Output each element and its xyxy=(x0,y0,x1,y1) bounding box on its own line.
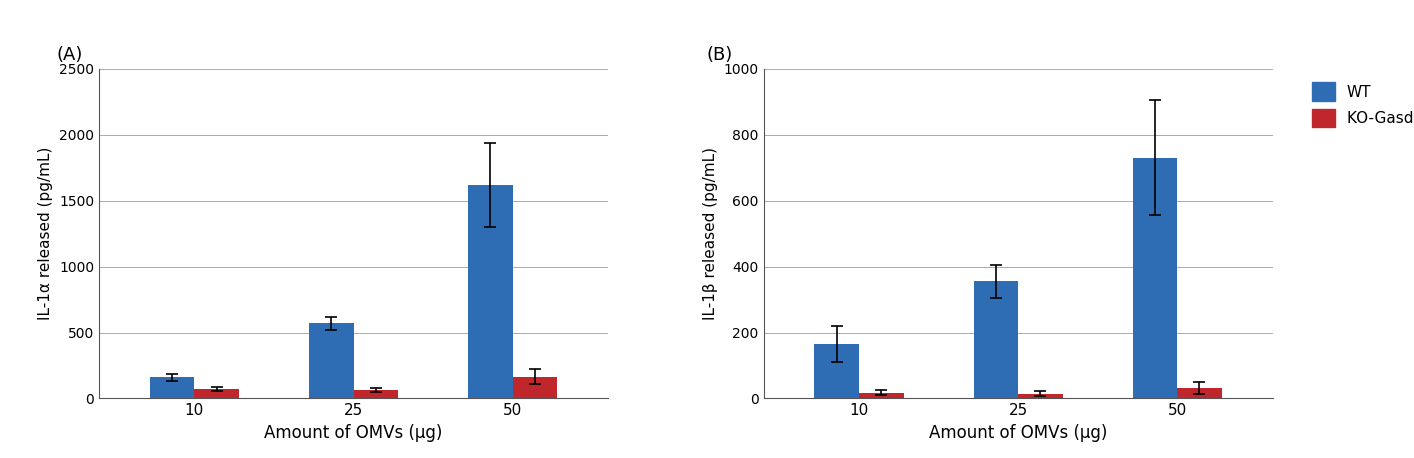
Y-axis label: IL-1α released (pg/mL): IL-1α released (pg/mL) xyxy=(38,147,54,320)
Bar xyxy=(513,376,557,398)
Bar xyxy=(195,388,239,398)
Text: (A): (A) xyxy=(57,46,83,64)
Y-axis label: IL-1β released (pg/mL): IL-1β released (pg/mL) xyxy=(703,147,718,320)
Bar xyxy=(1133,158,1176,398)
Bar xyxy=(1178,388,1222,398)
Bar xyxy=(354,390,399,398)
Bar xyxy=(814,344,860,398)
X-axis label: Amount of OMVs (μg): Amount of OMVs (μg) xyxy=(929,424,1107,442)
Text: (B): (B) xyxy=(707,46,734,64)
Bar xyxy=(308,323,354,398)
Bar xyxy=(150,377,195,398)
Bar xyxy=(1018,393,1063,398)
Legend: WT, KO-Gasdermin D: WT, KO-Gasdermin D xyxy=(1305,76,1414,133)
Bar xyxy=(468,185,512,398)
X-axis label: Amount of OMVs (μg): Amount of OMVs (μg) xyxy=(264,424,443,442)
Bar xyxy=(974,281,1018,398)
Bar xyxy=(860,393,904,398)
